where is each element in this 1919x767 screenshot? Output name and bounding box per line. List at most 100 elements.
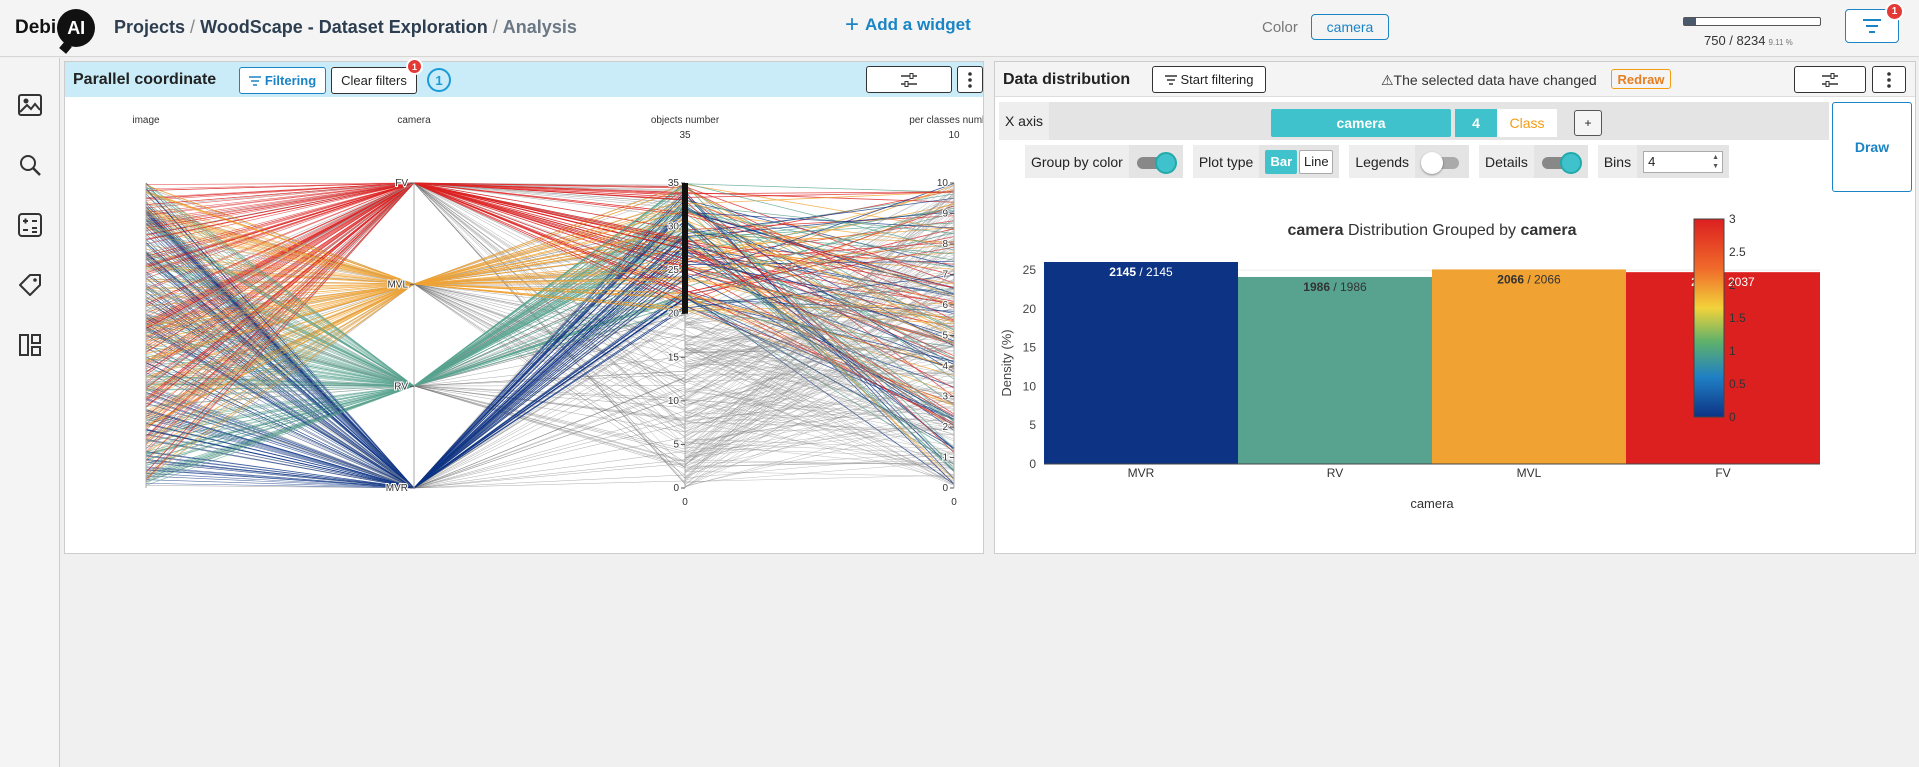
pc-line (684, 226, 955, 438)
pc-line (413, 265, 686, 285)
more-menu-button[interactable] (957, 66, 983, 93)
pc-line (684, 474, 955, 482)
pc-line (145, 182, 415, 225)
plot-options: Group by color Plot type Bar Line Legends… (1025, 145, 1739, 178)
x-axis-label: camera (1410, 496, 1454, 511)
y-tick-label: 5 (1029, 418, 1036, 432)
global-filter-button[interactable]: 1 (1845, 2, 1904, 43)
y-tick-label: 20 (1023, 302, 1037, 316)
more-menu-button[interactable] (1872, 66, 1906, 93)
pc-line (684, 245, 955, 398)
image-icon[interactable] (17, 92, 43, 118)
plot-type-bar-button[interactable]: Bar (1265, 149, 1298, 174)
colorbar-tick-label: 1 (1729, 344, 1736, 358)
pc-line (145, 182, 415, 231)
pc-line (413, 283, 686, 430)
pc-line (684, 341, 955, 381)
clear-filters-badge: 1 (406, 58, 423, 75)
pc-line (145, 182, 415, 387)
pc-line (145, 283, 415, 320)
pc-line (145, 385, 415, 474)
y-tick-label: 15 (1023, 341, 1037, 355)
draw-button[interactable]: Draw (1832, 102, 1912, 192)
calculator-icon[interactable] (17, 212, 43, 238)
add-field-button[interactable]: + (1574, 110, 1602, 136)
colorbar-tick-label: 0 (1729, 410, 1736, 424)
pc-line (145, 186, 415, 387)
tag-icon[interactable] (17, 272, 43, 298)
breadcrumb-dataset[interactable]: WoodScape - Dataset Exploration (200, 17, 488, 37)
pc-line (684, 193, 955, 451)
legends-toggle[interactable] (1421, 151, 1463, 174)
start-filtering-button[interactable]: Start filtering (1152, 66, 1266, 93)
color-select[interactable]: camera (1311, 14, 1389, 40)
legends-option: Legends (1349, 145, 1470, 178)
search-icon[interactable] (17, 152, 43, 178)
parallel-coordinate-panel: Parallel coordinate Filtering Clear filt… (64, 58, 984, 554)
selection-count-value: 750 / 8234 (1704, 33, 1766, 48)
app-logo[interactable]: Debi AI (15, 8, 96, 48)
pc-line (684, 254, 955, 305)
pc-line (145, 182, 415, 418)
panel-header: Parallel coordinate Filtering Clear filt… (65, 58, 983, 97)
filtering-button[interactable]: Filtering (239, 67, 326, 94)
pc-line (684, 222, 955, 358)
logo-text: Debi (15, 17, 57, 38)
pc-line (684, 298, 955, 426)
stepper-arrows-icon[interactable]: ▲ ▼ (1712, 153, 1720, 170)
sliders-icon (901, 72, 917, 87)
redraw-button[interactable]: Redraw (1611, 69, 1671, 89)
pc-line (413, 273, 686, 489)
pc-line (145, 283, 415, 414)
pc-line (684, 187, 955, 461)
logo-ai-badge: AI (57, 9, 96, 47)
clear-filters-button[interactable]: Clear filters 1 (331, 58, 423, 94)
pc-line (684, 216, 955, 420)
bar-label-count: 2145 (1109, 265, 1136, 279)
pc-line (684, 402, 955, 453)
pc-line (684, 190, 955, 356)
pc-line (684, 340, 955, 430)
pc-line (413, 182, 686, 469)
add-widget-button[interactable]: + Add a widget (845, 13, 971, 37)
dashboard-icon[interactable] (17, 332, 43, 358)
plot-type-line-button[interactable]: Line (1299, 149, 1334, 174)
pc-line (684, 226, 955, 251)
y-tick-label: 25 (1023, 263, 1037, 277)
pc-line (145, 248, 415, 285)
pc-line (684, 240, 955, 486)
pc-line (413, 182, 686, 479)
pc-line (145, 191, 415, 387)
pc-line (413, 385, 686, 452)
pc-line (413, 182, 686, 311)
filter-count-indicator[interactable]: 1 (427, 68, 451, 92)
pc-line (413, 283, 686, 393)
pc-line (684, 293, 955, 388)
pc-line (684, 200, 955, 349)
details-toggle[interactable] (1540, 151, 1582, 174)
pc-line (413, 459, 686, 489)
pc-line (684, 315, 955, 488)
pc-line (413, 283, 686, 350)
y-tick-label: 10 (1023, 379, 1037, 393)
bins-input[interactable]: 4 ▲ ▼ (1643, 150, 1724, 173)
pc-line (684, 240, 955, 288)
pc-line (145, 188, 415, 387)
pc-line (684, 220, 955, 260)
distribution-chart[interactable]: camera Distribution Grouped by camera 0 5 1… (995, 182, 1915, 553)
pc-line (684, 182, 955, 326)
pc-line (413, 219, 686, 285)
settings-button[interactable] (1794, 66, 1866, 93)
pc-axis-title: per classes number. (909, 115, 983, 126)
pc-line (145, 182, 415, 267)
breadcrumb-projects[interactable]: Projects (114, 17, 186, 37)
pc-line (145, 385, 415, 479)
pc-line (684, 406, 955, 424)
pc-line (684, 411, 955, 482)
group-by-color-toggle[interactable] (1135, 151, 1177, 174)
pc-line (145, 234, 415, 285)
colorbar-tick-label: 0.5 (1729, 377, 1746, 391)
settings-button[interactable] (866, 66, 952, 93)
x-axis-field[interactable]: camera (1271, 109, 1451, 137)
